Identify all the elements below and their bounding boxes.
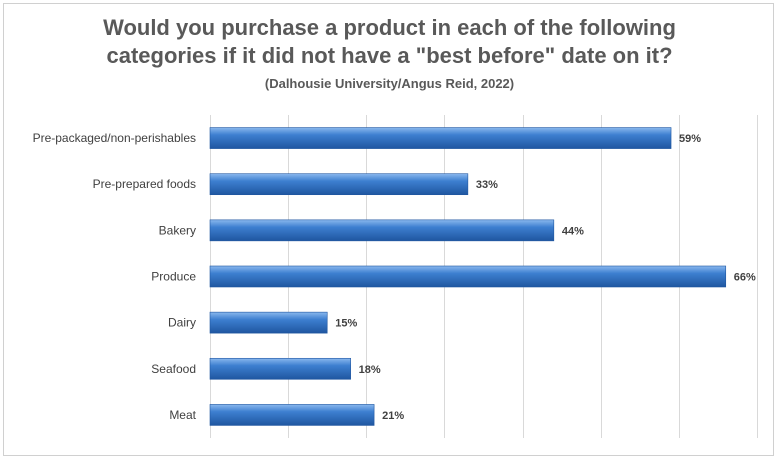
bar bbox=[209, 311, 328, 334]
chart-title: Would you purchase a product in each of … bbox=[0, 14, 779, 70]
data-label: 15% bbox=[335, 318, 357, 330]
data-label: 44% bbox=[562, 225, 584, 237]
bar bbox=[209, 127, 672, 149]
value-labels: 59% 33% 44% 66% 15% 18% 21% bbox=[335, 133, 756, 422]
category-label: Pre-packaged/non-perishables bbox=[33, 131, 196, 145]
category-label: Bakery bbox=[159, 223, 196, 237]
bar bbox=[209, 357, 351, 380]
bar bbox=[209, 173, 469, 196]
bar bbox=[209, 219, 555, 242]
bar bbox=[209, 404, 375, 426]
chart-subtitle: (Dalhousie University/Angus Reid, 2022) bbox=[264, 76, 515, 91]
category-label: Meat bbox=[169, 408, 196, 422]
bars bbox=[209, 127, 727, 426]
data-label: 18% bbox=[359, 364, 381, 376]
data-label: 66% bbox=[734, 272, 756, 284]
data-label: 21% bbox=[382, 410, 404, 422]
category-labels: Pre-packaged/non-perishables Pre-prepared… bbox=[33, 131, 197, 422]
data-label: 59% bbox=[679, 133, 701, 145]
chart-title-text: Would you purchase a product in each of … bbox=[103, 15, 676, 68]
data-label: 33% bbox=[476, 179, 498, 191]
bar bbox=[209, 265, 727, 288]
category-label: Seafood bbox=[151, 362, 196, 376]
category-label: Dairy bbox=[168, 316, 196, 330]
category-label: Pre-prepared foods bbox=[93, 177, 196, 191]
category-label: Produce bbox=[151, 270, 196, 284]
